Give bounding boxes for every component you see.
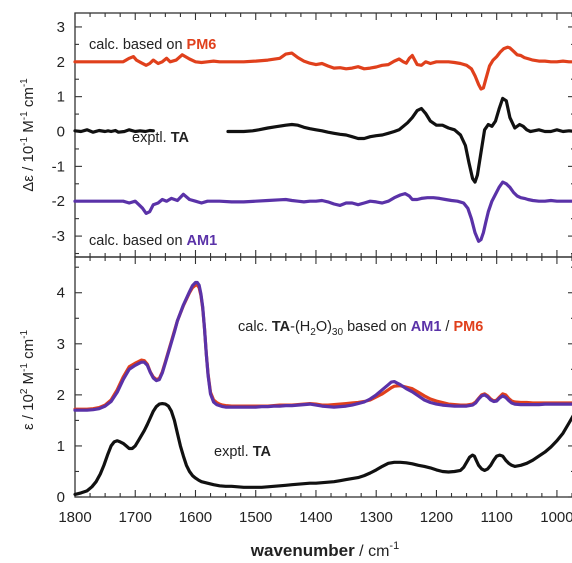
annotation-exptl-top: exptl. TA	[132, 130, 189, 146]
x-tick-label: 1300	[360, 509, 393, 526]
x-tick-label: 1000	[540, 509, 572, 526]
x-tick-label: 1500	[239, 509, 272, 526]
series-line-exptl	[73, 402, 572, 496]
series-line-pm6	[73, 283, 572, 411]
x-axis: 1800 1700 1600 1500 1400 1300 1200 1100 1000	[58, 509, 572, 526]
x-tick-label: 1600	[179, 509, 212, 526]
bottom-series-group	[73, 257, 572, 497]
y-tick-label: 3	[57, 336, 65, 353]
y-tick-label: 0	[57, 489, 65, 506]
series-line-am1	[73, 280, 572, 412]
series-line-am1	[73, 180, 572, 243]
y-tick-label: 1	[57, 438, 65, 455]
x-tick-label: 1700	[119, 509, 152, 526]
x-axis-label: wavenumber / cm-1	[250, 540, 399, 560]
top-y-axis: 3 2 1 0 -1 -2 -3	[52, 19, 572, 255]
y-tick-label: 2	[57, 54, 65, 71]
y-tick-label: -2	[52, 193, 65, 210]
annotation-exptl-bottom: exptl. TA	[214, 444, 271, 460]
y-tick-label: 1	[57, 89, 65, 106]
annotation-pm6: calc. based on PM6	[89, 37, 216, 53]
series-line-exptl	[73, 128, 155, 134]
x-tick-label: 1200	[420, 509, 453, 526]
x-tick-label: 1400	[299, 509, 332, 526]
series-line-exptl2	[226, 96, 572, 184]
top-series-group	[73, 13, 572, 257]
top-y-axis-label: Δε / 10-1 M-1 cm-1	[19, 78, 37, 192]
series-line-pm6	[73, 45, 572, 91]
bottom-y-axis-label: ε / 102 M-1 cm-1	[19, 330, 37, 431]
y-tick-label: -1	[52, 158, 65, 175]
annotation-calc-cluster: calc. TA-(H2O)30 based on AM1 / PM6	[238, 319, 483, 338]
y-tick-label: 2	[57, 387, 65, 404]
annotation-am1: calc. based on AM1	[89, 233, 217, 249]
bottom-y-axis: 4 3 2 1 0	[57, 266, 572, 506]
bottom-panel: 4 3 2 1 0 1800 1700 1600 1500 1400 1300 1200 1100 10…	[19, 256, 572, 560]
x-tick-label: 1100	[481, 509, 513, 526]
y-tick-label: 4	[57, 285, 65, 302]
y-tick-label: -3	[52, 228, 65, 245]
x-tick-label: 1800	[58, 509, 91, 526]
top-panel: 3 2 1 0 -1 -2 -3 Δε / 10-1 M-1 cm-1 calc. base…	[19, 12, 572, 258]
bottom-plot-frame	[74, 256, 572, 498]
y-tick-label: 3	[57, 19, 65, 36]
y-tick-label: 0	[57, 124, 65, 141]
